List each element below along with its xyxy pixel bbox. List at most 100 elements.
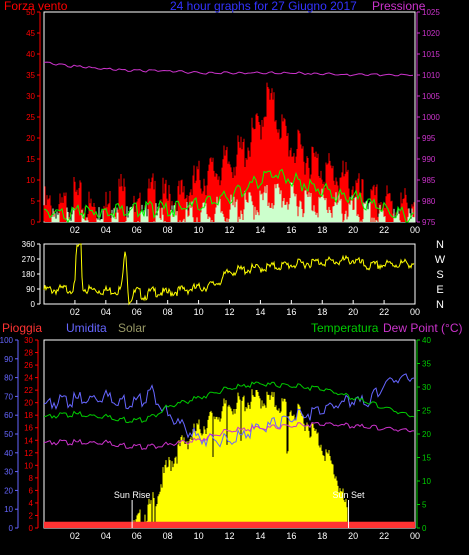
temperature-line [43, 381, 415, 424]
pressure-axis-tick-label: 1020 [422, 29, 440, 38]
wind-panel-xtick-label: 08 [163, 225, 173, 235]
climate-panel-xtick-label: 18 [317, 531, 327, 541]
compass-label-s: S [436, 269, 443, 281]
wind-panel-xtick-label: 14 [255, 225, 265, 235]
direction-axis-tick-label: 90 [26, 285, 35, 294]
wind-pressure-panel: 02 04 06 08 10 12 14 16 18 20 22 000510152025303540… [26, 8, 440, 235]
rain-axis-tick-label: 8 [29, 474, 34, 483]
direction-panel-xtick-label: 06 [132, 307, 142, 317]
climate-panel-xtick-label: 06 [132, 531, 142, 541]
humidity-axis-tick-label: 10 [4, 505, 13, 514]
wind-axis-tick-label: 45 [26, 29, 35, 38]
climate-panel-xtick-label: 00 [410, 531, 420, 541]
direction-panel-xtick-label: 20 [348, 307, 358, 317]
legend-temperature: Temperatura [311, 321, 379, 335]
wind-average-line [43, 168, 415, 223]
dew-point-line [43, 421, 414, 451]
direction-axis-tick-label: 0 [31, 300, 36, 309]
rain-humidity-temp-panel: 02 04 06 08 10 12 14 16 18 20 22 000246810121416182… [0, 336, 431, 541]
legend-rain: Pioggia [2, 321, 43, 335]
pressure-axis-tick-label: 1010 [422, 71, 440, 80]
sunset-label: Sun Set [333, 490, 366, 500]
climate-panel-xtick-label: 22 [379, 531, 389, 541]
rain-axis-tick-label: 26 [24, 361, 33, 370]
wind-axis-tick-label: 10 [26, 176, 35, 185]
direction-axis-tick-label: 360 [22, 240, 36, 249]
pressure-axis-tick-label: 995 [422, 134, 436, 143]
direction-panel-xtick-label: 04 [101, 307, 111, 317]
legend-solar: Solar [118, 321, 147, 335]
direction-axis-tick-label: 180 [22, 270, 36, 279]
compass-label-n: N [436, 239, 444, 251]
direction-panel-xtick-label: 08 [163, 307, 173, 317]
wind-direction-line [43, 243, 415, 306]
climate-panel-xtick-label: 10 [194, 531, 204, 541]
climate-panel-xtick-label: 08 [163, 531, 173, 541]
direction-panel-frame [43, 243, 416, 305]
rain-axis-tick-label: 28 [24, 349, 33, 358]
humidity-axis-tick-label: 50 [4, 430, 13, 439]
pressure-axis-tick-label: 1015 [422, 50, 440, 59]
rain-axis-tick-label: 10 [24, 461, 33, 470]
wind-panel-xtick-label: 12 [224, 225, 234, 235]
temperature-axis-tick-label: 0 [422, 524, 427, 533]
wind-panel-xtick-label: 16 [286, 225, 296, 235]
pressure-axis-tick-label: 1000 [422, 113, 440, 122]
climate-panel-xtick-label: 02 [70, 531, 80, 541]
pressure-axis-tick-label: 985 [422, 176, 436, 185]
wind-panel-xtick-label: 10 [194, 225, 204, 235]
wind-panel-xtick-label: 18 [317, 225, 327, 235]
legend-humidity: Umidita [66, 321, 107, 335]
pressure-axis-tick-label: 975 [422, 218, 436, 227]
wind-axis-tick-label: 15 [26, 155, 35, 164]
temperature-axis-tick-label: 30 [422, 383, 431, 392]
wind-axis-tick-label: 30 [26, 92, 35, 101]
climate-panel-xtick-label: 12 [224, 531, 234, 541]
compass-label-n: N [436, 299, 444, 311]
pressure-axis-tick-label: 1025 [422, 8, 440, 17]
direction-axis-tick-label: 270 [22, 255, 36, 264]
wind-panel-xtick-label: 02 [70, 225, 80, 235]
wind-panel-xtick-label: 00 [410, 225, 420, 235]
rain-axis-tick-label: 18 [24, 411, 33, 420]
wind-axis-tick-label: 35 [26, 71, 35, 80]
rain-axis-tick-label: 0 [29, 524, 34, 533]
temperature-axis-tick-label: 15 [422, 454, 431, 463]
temperature-axis-tick-label: 20 [422, 430, 431, 439]
pressure-line [43, 61, 414, 77]
direction-panel-xtick-label: 12 [224, 307, 234, 317]
humidity-axis-tick-label: 90 [4, 355, 13, 364]
temperature-axis-tick-label: 10 [422, 477, 431, 486]
direction-panel-xtick-label: 16 [286, 307, 296, 317]
direction-panel-xtick-label: 02 [70, 307, 80, 317]
humidity-axis-tick-label: 40 [4, 449, 13, 458]
wind-axis-tick-label: 20 [26, 134, 35, 143]
temperature-axis-tick-label: 40 [422, 336, 431, 345]
chart-title: 24 hour graphs for 27 Giugno 2017 [170, 0, 357, 13]
climate-panel-xtick-label: 04 [101, 531, 111, 541]
pressure-axis-tick-label: 980 [422, 197, 436, 206]
wind-panel-xtick-label: 20 [348, 225, 358, 235]
climate-panel-xtick-label: 20 [348, 531, 358, 541]
rain-axis-tick-label: 16 [24, 424, 33, 433]
humidity-axis-tick-label: 100 [0, 336, 14, 345]
temperature-axis-tick-label: 35 [422, 360, 431, 369]
wind-axis-tick-label: 5 [31, 197, 36, 206]
wind-axis-tick-label: 25 [26, 113, 35, 122]
rain-axis-tick-label: 2 [29, 511, 34, 520]
wind-axis-title: Forza vento [4, 0, 68, 13]
humidity-axis-tick-label: 70 [4, 392, 13, 401]
compass-label-w: W [435, 254, 446, 266]
rain-axis-tick-label: 12 [24, 449, 33, 458]
pressure-axis-tick-label: 990 [422, 155, 436, 164]
climate-panel-xtick-label: 16 [286, 531, 296, 541]
wind-panel-xtick-label: 06 [132, 225, 142, 235]
rain-axis-tick-label: 6 [29, 486, 34, 495]
pressure-axis-title: Pressione [372, 0, 426, 13]
wind-axis-tick-label: 0 [31, 218, 36, 227]
wind-axis-tick-label: 50 [26, 8, 35, 17]
rain-axis-tick-label: 22 [24, 386, 33, 395]
wind-panel-xtick-label: 04 [101, 225, 111, 235]
